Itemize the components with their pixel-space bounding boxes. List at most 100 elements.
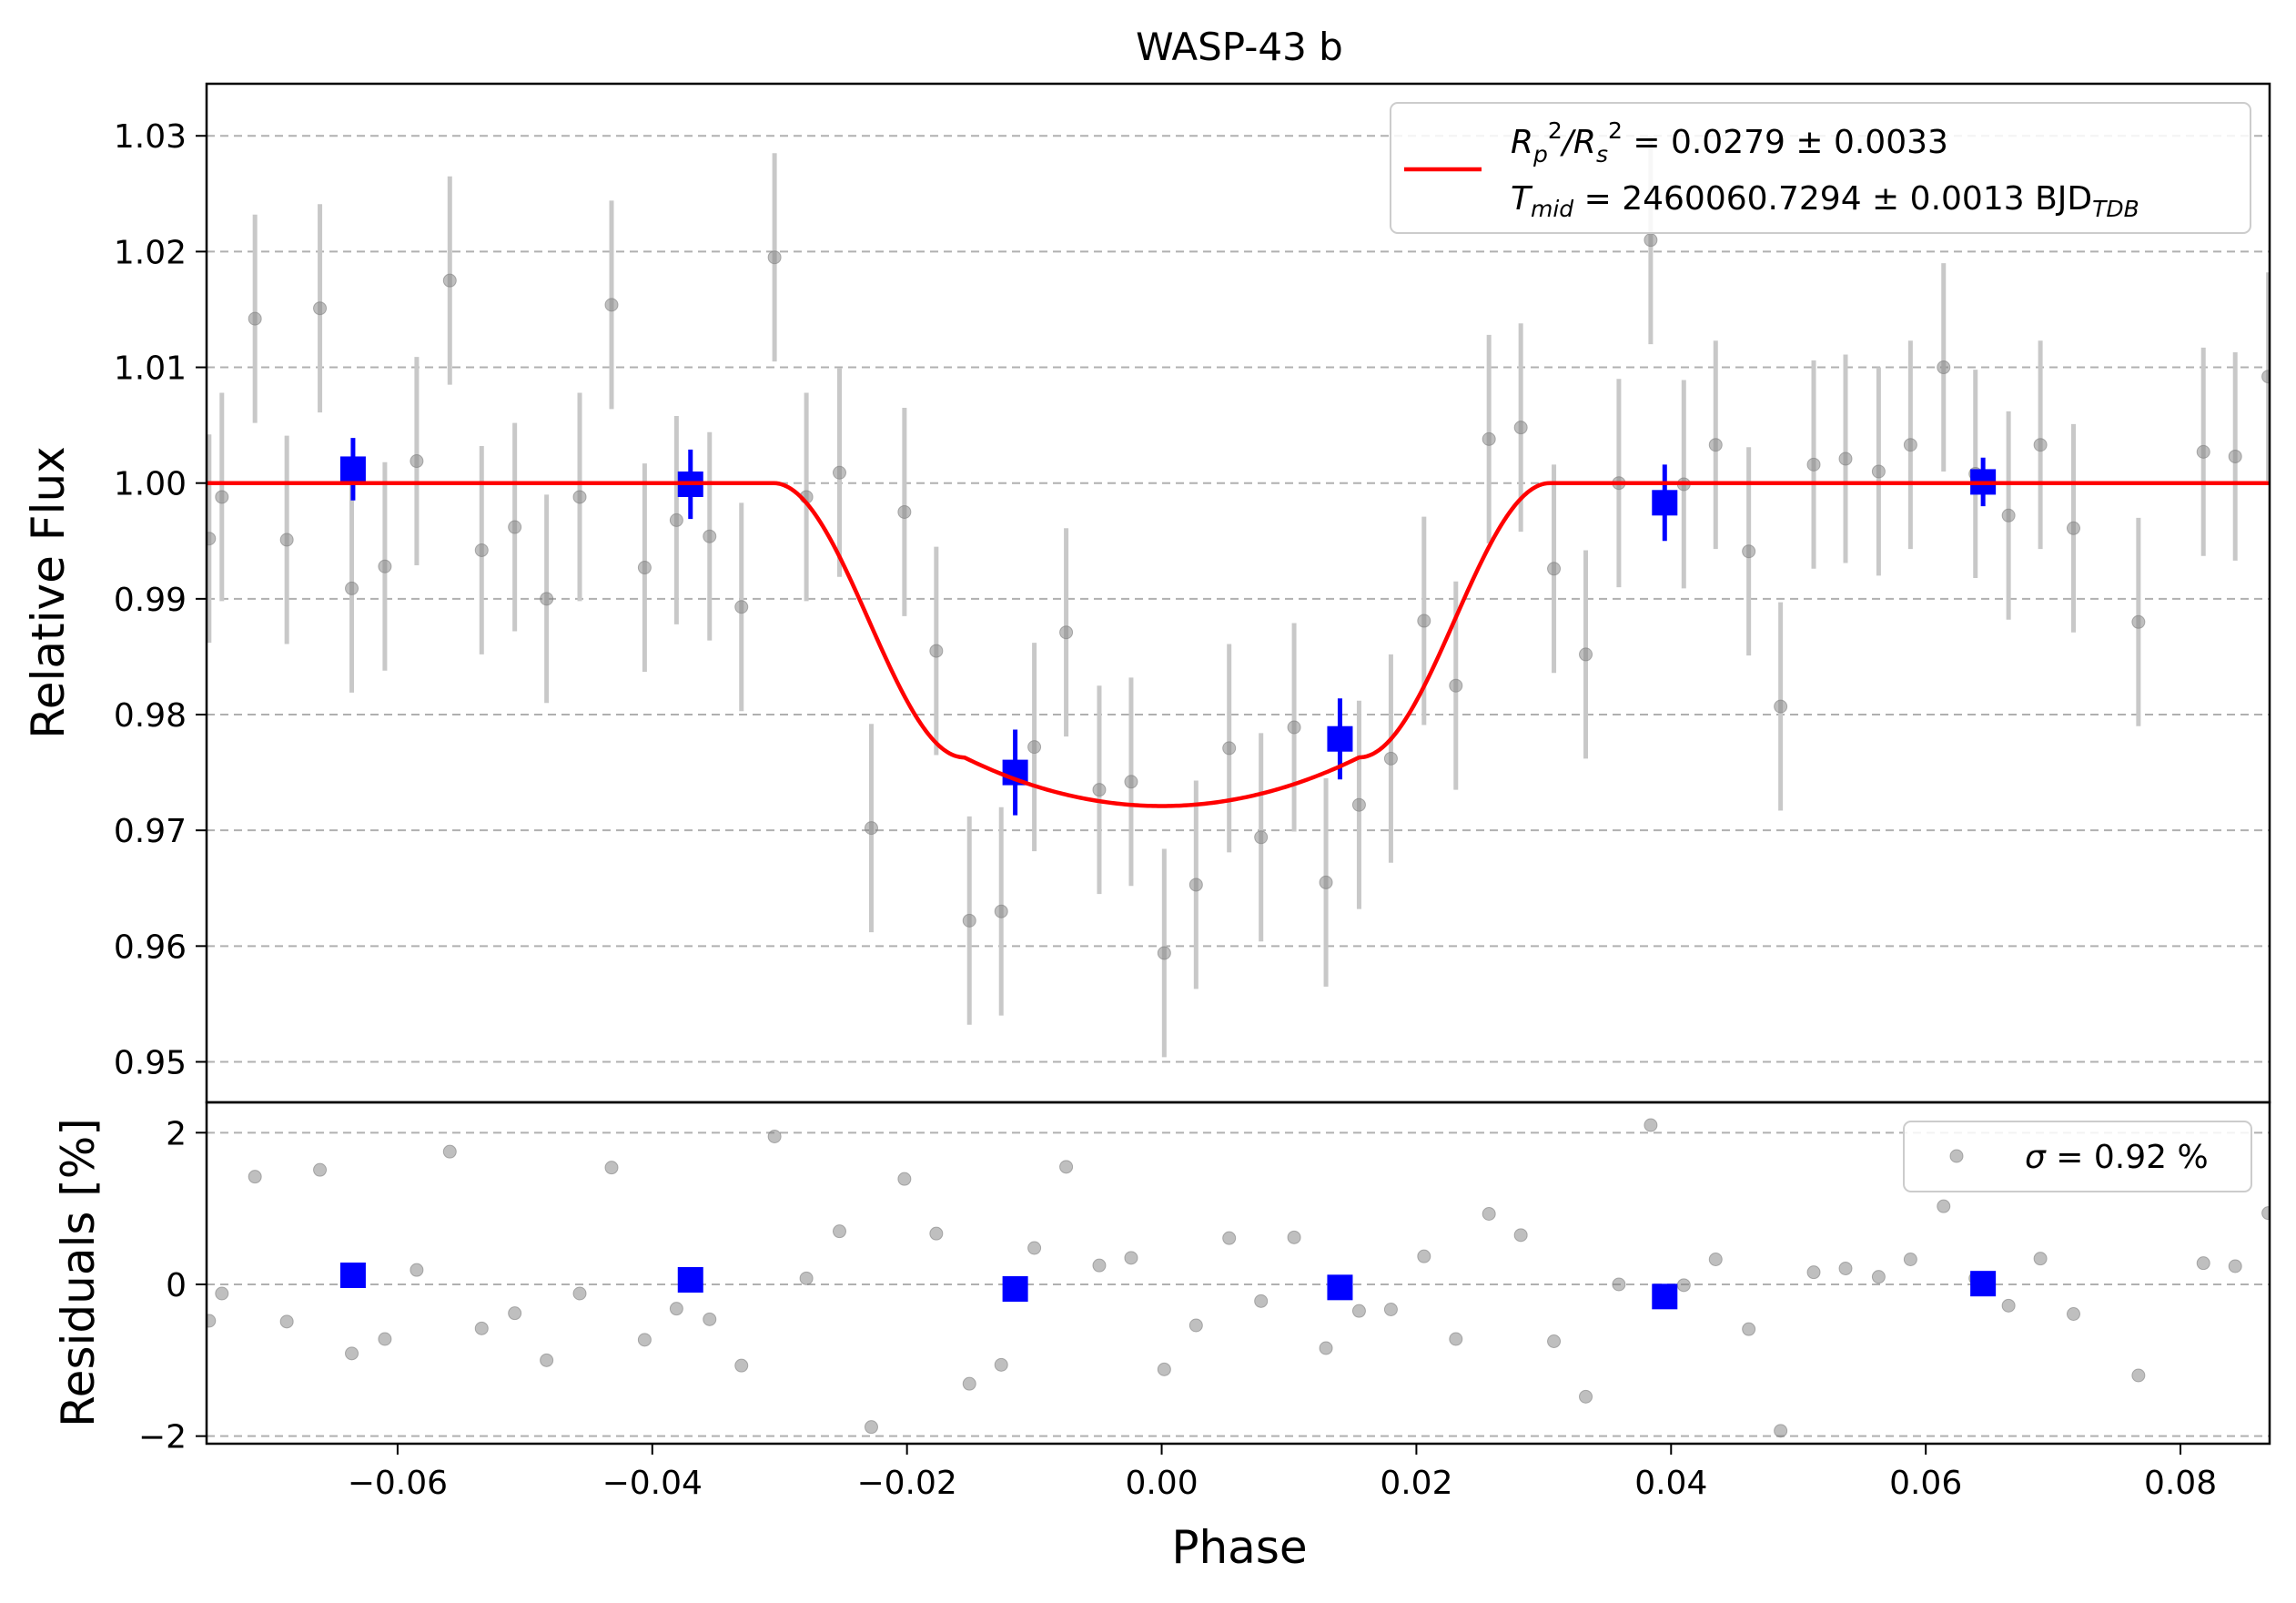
legend-depth-label: Rp2/Rs2 = 0.0279 ± 0.0033: [1511, 117, 1948, 167]
raw-point: [2066, 521, 2080, 535]
raw-point: [1547, 562, 1562, 576]
residual-point: [1644, 1118, 1658, 1132]
raw-point: [1806, 457, 1821, 472]
residual-point: [929, 1226, 944, 1241]
raw-point: [832, 465, 846, 480]
residuals-ytick-label: −2: [138, 1419, 187, 1456]
residual-point: [703, 1312, 717, 1326]
raw-point: [2131, 614, 2146, 629]
residual-point: [1351, 1304, 1366, 1318]
xtick-label: −0.06: [348, 1465, 448, 1502]
main-ytick-label: 1.02: [114, 234, 187, 271]
raw-point: [604, 298, 619, 312]
legend-raw-swatch: [1949, 1149, 1964, 1163]
main-panel: 0.95 0.96 0.97 0.98 0.99 1.00 1.01 1.02 1.03 Rel…: [22, 82, 2271, 1104]
binned-point: [1327, 725, 1353, 752]
residual-point: [572, 1286, 587, 1301]
residual-point: [378, 1332, 392, 1346]
raw-point: [962, 913, 976, 928]
main-ytick-label: 0.98: [114, 697, 187, 735]
residual-point: [1157, 1362, 1171, 1376]
main-ytick-label: 0.97: [114, 813, 187, 850]
residual-point: [1059, 1160, 1074, 1174]
raw-point: [929, 644, 944, 658]
raw-point: [1254, 830, 1269, 845]
raw-point: [2001, 508, 2016, 522]
residual-point: [2001, 1298, 2016, 1313]
raw-point: [2196, 444, 2210, 459]
xtick-label: 0.08: [2144, 1465, 2217, 1502]
residual-point: [864, 1420, 878, 1435]
residual-point: [1124, 1251, 1138, 1265]
raw-point: [474, 543, 489, 557]
residual-point: [1319, 1341, 1333, 1355]
residual-binned-point: [1970, 1271, 1997, 1297]
residual-binned-point: [1327, 1274, 1353, 1301]
residual-point: [2228, 1259, 2242, 1273]
xtick-label: −0.02: [856, 1465, 956, 1502]
raw-point: [572, 490, 587, 504]
residual-point: [1417, 1249, 1431, 1263]
residual-point: [2033, 1252, 2048, 1266]
residual-point: [799, 1271, 814, 1285]
xtick-label: 0.00: [1125, 1465, 1198, 1502]
residual-point: [1222, 1231, 1237, 1245]
residual-point: [1742, 1322, 1756, 1336]
raw-point: [703, 529, 717, 543]
residual-point: [1027, 1241, 1042, 1255]
raw-point: [1157, 946, 1171, 960]
raw-point: [897, 504, 912, 519]
raw-point: [669, 512, 683, 527]
residual-point: [248, 1170, 262, 1184]
main-legend: Rp2/Rs2 = 0.0279 ± 0.0033 Tmid = 2460060…: [1390, 102, 2251, 234]
main-ytick-label: 1.03: [114, 118, 187, 156]
residual-point: [2261, 1206, 2270, 1221]
residual-point: [1254, 1294, 1269, 1308]
residual-point: [2131, 1368, 2146, 1383]
residuals-xlabel: Phase: [1171, 1521, 1307, 1574]
residual-point: [2066, 1307, 2080, 1321]
residual-point: [474, 1321, 489, 1335]
residual-point: [1871, 1270, 1886, 1284]
residual-point: [1838, 1262, 1853, 1275]
xtick-label: 0.06: [1889, 1465, 1962, 1502]
residual-binned-point: [1652, 1283, 1678, 1310]
residual-point: [215, 1286, 229, 1301]
legend-sigma-label: σ = 0.92 %: [2025, 1139, 2209, 1176]
residual-point: [1513, 1228, 1528, 1243]
raw-point: [1903, 438, 1917, 452]
residual-point: [994, 1357, 1008, 1372]
raw-point: [215, 490, 229, 504]
raw-point: [207, 532, 217, 546]
residual-point: [604, 1161, 619, 1175]
residuals-axes-frame: [205, 1101, 2271, 1446]
chart-title: WASP-43 b: [1136, 25, 1343, 69]
residual-point: [410, 1263, 424, 1277]
main-ytick-label: 0.99: [114, 582, 187, 619]
residual-point: [1676, 1278, 1691, 1293]
residual-point: [1383, 1303, 1398, 1316]
residual-point: [962, 1376, 976, 1391]
raw-point: [1287, 720, 1301, 735]
residual-point: [1612, 1277, 1626, 1292]
main-ytick-label: 0.95: [114, 1044, 187, 1081]
xtick-label: 0.02: [1380, 1465, 1452, 1502]
residual-point: [1937, 1199, 1951, 1213]
residual-binned-point: [1002, 1276, 1028, 1302]
raw-point: [1188, 878, 1203, 892]
raw-point: [1059, 625, 1074, 640]
raw-point: [1937, 360, 1951, 375]
main-ytick-label: 1.01: [114, 350, 187, 388]
raw-point: [1644, 233, 1658, 248]
raw-point: [1027, 740, 1042, 755]
raw-point: [1383, 751, 1398, 766]
transit-model-line: [207, 481, 2270, 808]
raw-point: [734, 600, 749, 614]
raw-point: [1708, 438, 1723, 452]
residual-point: [1774, 1424, 1788, 1438]
xtick-label: 0.04: [1634, 1465, 1707, 1502]
raw-point: [994, 904, 1008, 918]
raw-point: [442, 273, 457, 288]
raw-point: [2228, 449, 2242, 463]
